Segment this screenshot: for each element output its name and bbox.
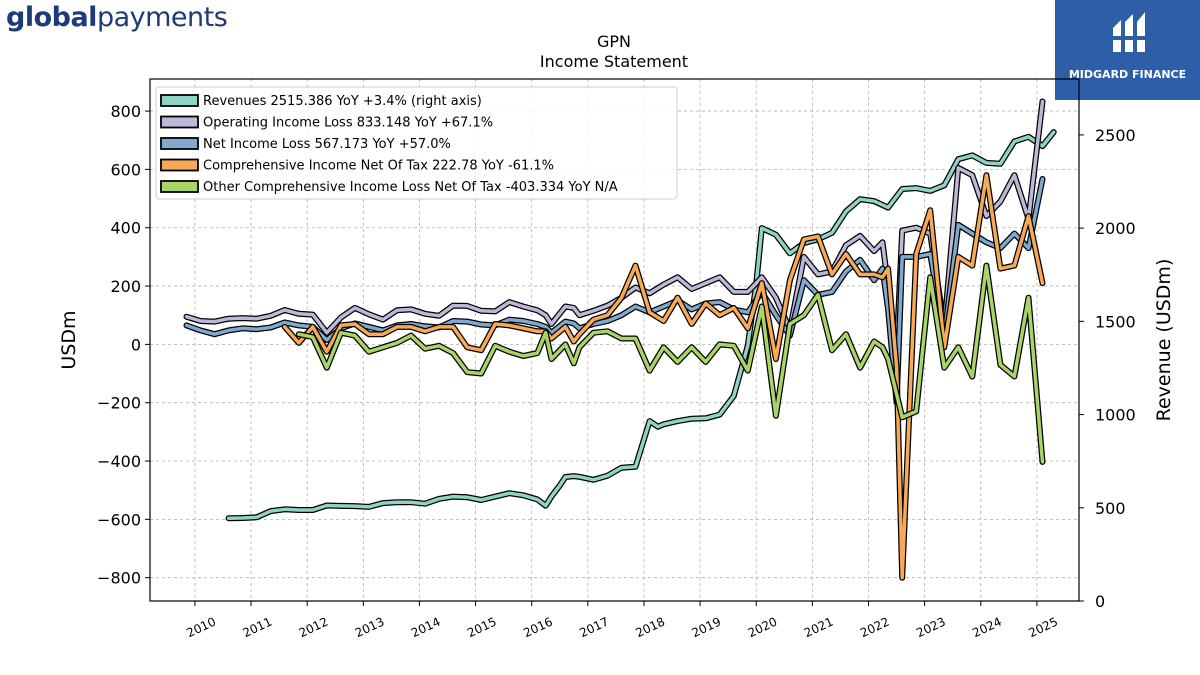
y-axis-label-right: Revenue (USDm) — [1153, 259, 1175, 422]
y-axis-label: USDm — [58, 310, 80, 369]
x-tick-label: 2017 — [577, 615, 611, 641]
x-tick-label: 2013 — [353, 615, 387, 641]
series-outline — [295, 262, 1046, 465]
x-tick-label: 2015 — [465, 615, 499, 641]
right-tick-label: 2500 — [1095, 126, 1136, 145]
right-tick-label: 0 — [1095, 592, 1105, 611]
x-tick-label: 2023 — [914, 615, 948, 641]
x-tick-label: 2011 — [241, 615, 275, 641]
legend-entry: Net Income Loss 567.173 YoY +57.0% — [203, 137, 451, 152]
chart-title: GPN — [597, 32, 631, 51]
legend-swatch — [160, 94, 199, 107]
x-tick-label: 2018 — [633, 615, 667, 641]
x-tick-label: 2010 — [184, 615, 218, 641]
x-tick-label: 2021 — [802, 615, 836, 641]
midgard-emblem-icon — [1111, 12, 1147, 52]
series-other_comprehensive — [295, 262, 1046, 465]
left-tick-label: −200 — [97, 394, 141, 413]
logo-text-bold: global — [6, 2, 97, 33]
logo-text-regular: payments — [96, 2, 228, 33]
legend-entry: Operating Income Loss 833.148 YoY +67.1% — [203, 116, 493, 131]
x-tick-label: 2019 — [690, 615, 724, 641]
right-tick-label: 1500 — [1095, 312, 1136, 331]
left-axis-ticks: −800 −600 −400 −200 0 200 400 600 800 — [97, 102, 150, 588]
left-tick-label: 400 — [110, 219, 141, 238]
legend-swatch — [160, 158, 199, 172]
x-tick-label: 2024 — [970, 615, 1004, 641]
x-tick-label: 2022 — [858, 615, 892, 641]
left-tick-label: 800 — [110, 102, 141, 121]
plot-frame — [149, 78, 1080, 602]
midgard-finance-logo: MIDGARD FINANCE — [1055, 0, 1200, 100]
left-tick-label: −400 — [97, 452, 141, 471]
globalpayments-logo: globalpayments — [6, 2, 228, 33]
legend-entry: Comprehensive Income Net Of Tax 222.78 Y… — [203, 159, 554, 174]
left-tick-label: 0 — [131, 335, 141, 354]
left-tick-label: −800 — [97, 569, 141, 588]
grid — [150, 79, 1079, 601]
x-tick-label: 2020 — [746, 615, 780, 641]
right-tick-label: 500 — [1095, 499, 1126, 518]
legend: Revenues 2515.386 YoY +3.4% (right axis)… — [155, 86, 678, 200]
series-comprehensive — [281, 172, 1046, 581]
legend-box — [155, 86, 678, 200]
midgard-logo-text: MIDGARD FINANCE — [1068, 68, 1187, 81]
x-tick-label: 2025 — [1026, 615, 1060, 641]
series-line — [226, 130, 1056, 520]
chart-subtitle: Income Statement — [540, 52, 688, 71]
left-tick-label: −600 — [97, 510, 141, 529]
series-line — [297, 263, 1045, 464]
right-tick-label: 2000 — [1095, 219, 1136, 238]
x-tick-label: 2012 — [297, 615, 331, 641]
x-axis-ticks: 2010 2011 2012 2013 2014 2015 2016 2017 2018 2019… — [184, 601, 1060, 640]
legend-swatch — [160, 115, 199, 129]
legend-entry: Revenues 2515.386 YoY +3.4% (right axis) — [203, 94, 482, 109]
right-axis-ticks: 0 500 1000 1500 2000 2500 — [1079, 126, 1136, 611]
series-line — [282, 173, 1045, 580]
series-lines — [183, 98, 1057, 581]
x-tick-label: 2016 — [521, 615, 555, 641]
left-tick-label: 600 — [110, 160, 141, 179]
left-tick-label: 200 — [110, 277, 141, 296]
legend-swatch — [160, 137, 199, 150]
legend-swatch — [160, 180, 199, 193]
x-tick-label: 2014 — [409, 615, 443, 641]
right-tick-label: 1000 — [1095, 406, 1136, 425]
legend-entry: Other Comprehensive Income Loss Net Of T… — [203, 180, 618, 195]
series-revenues — [225, 129, 1057, 522]
